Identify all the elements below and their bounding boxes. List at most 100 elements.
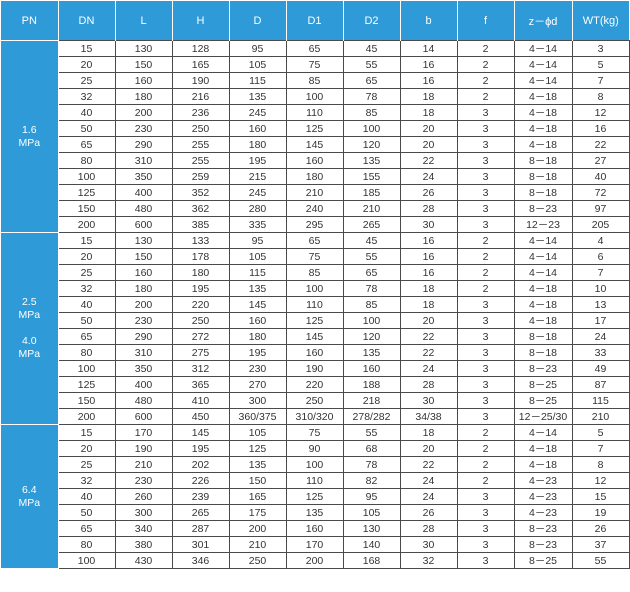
table-cell: 78	[342, 88, 401, 105]
table-cell: 18	[399, 424, 458, 441]
table-cell: 480	[114, 392, 173, 409]
table-cell: 4－14	[513, 72, 573, 89]
table-cell: 2	[456, 456, 515, 473]
table-cell: 120	[342, 136, 401, 153]
table-cell: 3	[456, 328, 515, 345]
table-cell: 245	[228, 104, 287, 121]
table-cell: 160	[285, 344, 344, 361]
table-row: 20 150 165 105 75 55 16 2 4－14 5	[1, 56, 630, 73]
table-cell: 18	[399, 88, 458, 105]
table-cell: 8	[571, 88, 630, 105]
table-row: 25 160 180 115 85 65 16 2 4－14 7	[1, 264, 630, 281]
table-row: 80 380 301 210 170 140 30 3 8－23 37	[1, 536, 630, 553]
header-weight: WT(kg)	[572, 1, 629, 41]
table-cell: 26	[399, 504, 458, 521]
table-cell: 85	[285, 264, 344, 281]
header-row: PN DN L H D D1 D2 b f z－ϕd WT(kg)	[1, 1, 629, 41]
table-cell: 20	[57, 56, 116, 73]
table-cell: 32	[57, 280, 116, 297]
table-cell: 600	[114, 216, 173, 233]
table-cell: 4	[571, 232, 630, 249]
table-cell: 20	[57, 440, 116, 457]
table-cell: 75	[285, 424, 344, 441]
table-cell: 3	[456, 184, 515, 201]
table-cell: 28	[399, 200, 458, 217]
table-cell: 65	[57, 136, 116, 153]
table-cell: 287	[171, 520, 230, 537]
header-h: H	[172, 1, 230, 41]
table-cell: 10	[571, 280, 630, 297]
table-cell: 3	[456, 152, 515, 169]
table-cell: 8－18	[513, 344, 573, 361]
table-row: 65 290 255 180 145 120 20 3 4－18 22	[1, 136, 630, 153]
table-cell: 4－18	[513, 456, 573, 473]
table-cell: 8－18	[513, 152, 573, 169]
table-cell: 180	[114, 280, 173, 297]
table-cell: 190	[114, 440, 173, 457]
table-cell: 200	[114, 296, 173, 313]
table-cell: 14	[399, 40, 458, 57]
table-cell: 100	[285, 88, 344, 105]
table-cell: 80	[57, 344, 116, 361]
table-cell: 95	[228, 232, 287, 249]
table-cell: 218	[342, 392, 401, 409]
table-cell: 310	[114, 344, 173, 361]
table-cell: 145	[171, 424, 230, 441]
table-cell: 110	[285, 296, 344, 313]
table-cell: 335	[228, 216, 287, 233]
table-row: 25 160 190 115 85 65 16 2 4－14 7	[1, 72, 630, 89]
table-cell: 195	[228, 152, 287, 169]
table-cell: 145	[228, 296, 287, 313]
table-cell: 8－23	[513, 200, 573, 217]
pn-group-label: 1.6 MPa	[1, 40, 59, 233]
header-b: b	[400, 1, 458, 41]
table-row: 32 230 226 150 110 82 24 2 4－23 12	[1, 472, 630, 489]
table-cell: 135	[285, 504, 344, 521]
table-cell: 40	[57, 488, 116, 505]
table-cell: 310/320	[285, 408, 344, 425]
table-cell: 385	[171, 216, 230, 233]
table-cell: 430	[114, 552, 173, 569]
table-cell: 3	[456, 296, 515, 313]
table-cell: 17	[571, 312, 630, 329]
table-cell: 18	[399, 280, 458, 297]
table-cell: 2	[456, 88, 515, 105]
table-cell: 30	[399, 216, 458, 233]
table-cell: 312	[171, 360, 230, 377]
table-row: 200 600 450 360/375 310/320 278/282 34/38 3 12－2…	[1, 408, 630, 425]
table-cell: 400	[114, 184, 173, 201]
table-cell: 230	[114, 120, 173, 137]
table-cell: 135	[228, 280, 287, 297]
table-cell: 90	[285, 440, 344, 457]
table-cell: 125	[285, 120, 344, 137]
table-cell: 175	[228, 504, 287, 521]
header-d: D	[229, 1, 287, 41]
table-row: 65 290 272 180 145 120 22 3 8－18 24	[1, 328, 630, 345]
table-row: 125 400 365 270 220 188 28 3 8－25 87	[1, 376, 630, 393]
table-cell: 75	[285, 248, 344, 265]
table-cell: 210	[342, 200, 401, 217]
table-cell: 180	[171, 264, 230, 281]
table-cell: 400	[114, 376, 173, 393]
table-cell: 380	[114, 536, 173, 553]
table-cell: 4－18	[513, 104, 573, 121]
flange-spec-table: PN DN L H D D1 D2 b f z－ϕd WT(kg) 1.6 MPa…	[1, 1, 630, 569]
table-cell: 150	[114, 248, 173, 265]
pn-group-label: 2.5 MPa 4.0 MPa	[1, 232, 59, 425]
table-cell: 200	[57, 216, 116, 233]
table-cell: 45	[342, 40, 401, 57]
table-cell: 133	[171, 232, 230, 249]
table-cell: 49	[571, 360, 630, 377]
table-cell: 20	[399, 120, 458, 137]
table-row: 50 230 250 160 125 100 20 3 4－18 17	[1, 312, 630, 329]
table-cell: 3	[456, 392, 515, 409]
table-cell: 20	[399, 312, 458, 329]
table-row: 50 230 250 160 125 100 20 3 4－18 16	[1, 120, 630, 137]
table-cell: 20	[57, 248, 116, 265]
table-cell: 40	[57, 296, 116, 313]
table-row: 100 350 259 215 180 155 24 3 8－18 40	[1, 168, 630, 185]
table-cell: 125	[228, 440, 287, 457]
table-row: 2.5 MPa 4.0 MPa 15 130 133 95 65 45 16 2 4－14 4	[1, 232, 630, 425]
table-cell: 25	[57, 456, 116, 473]
table-cell: 346	[171, 552, 230, 569]
